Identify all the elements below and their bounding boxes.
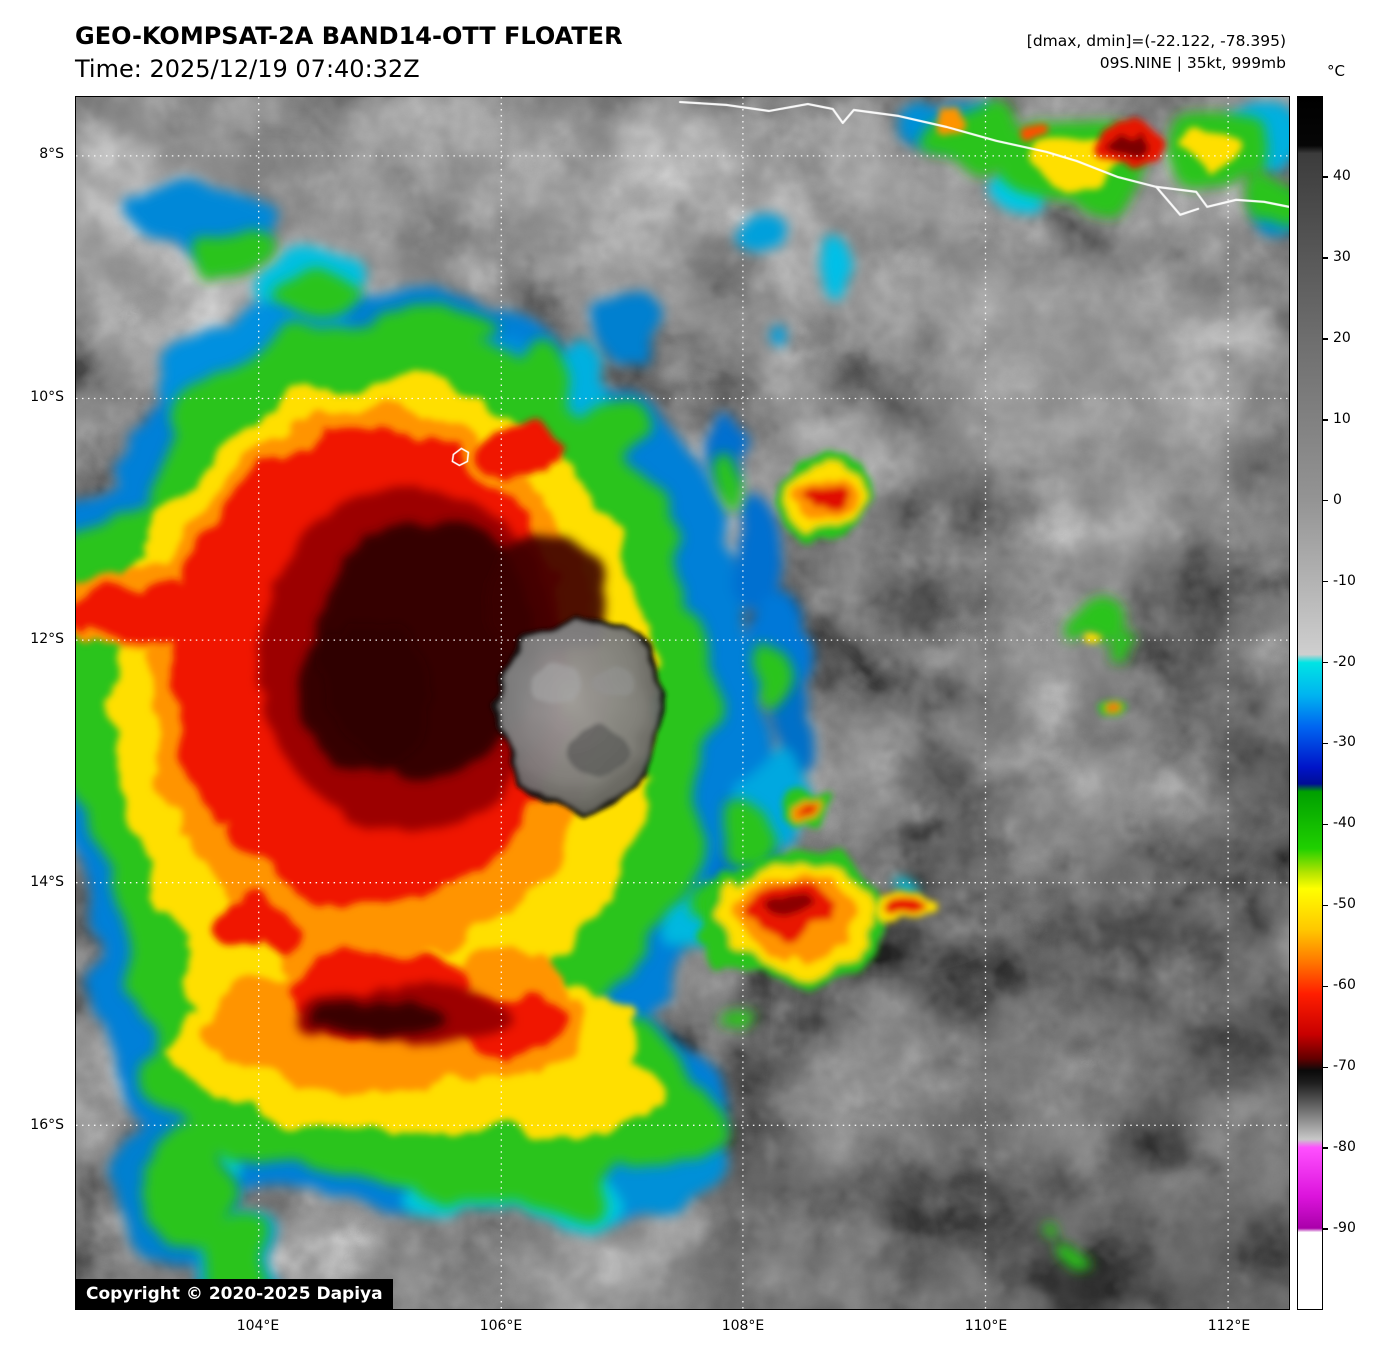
- colorbar-tick-mark: [1323, 1147, 1328, 1149]
- page-title: GEO-KOMPSAT-2A BAND14-OTT FLOATER: [75, 22, 623, 50]
- timestamp: Time: 2025/12/19 07:40:32Z: [75, 55, 420, 83]
- colorbar-tick-label: -30: [1333, 734, 1356, 750]
- colorbar-tick-label: -80: [1333, 1139, 1356, 1155]
- storm-intensity-readout: 09S.NINE | 35kt, 999mb: [1027, 52, 1286, 74]
- lon-label: 106°E: [456, 1318, 546, 1334]
- colorbar-tick-mark: [1323, 1228, 1328, 1230]
- colorbar-tick-label: 10: [1333, 411, 1351, 427]
- colorbar-tick-mark: [1323, 824, 1328, 826]
- colorbar-tick-mark: [1323, 176, 1328, 178]
- temperature-colorbar: [1297, 96, 1323, 1310]
- colorbar-tick-label: 20: [1333, 330, 1351, 346]
- colorbar-tick-mark: [1323, 905, 1328, 907]
- colorbar-tick-label: -90: [1333, 1220, 1356, 1236]
- colorbar-tick-mark: [1323, 500, 1328, 502]
- colorbar-tick-label: 40: [1333, 168, 1351, 184]
- colorbar-unit-label: °C: [1327, 62, 1345, 80]
- colorbar-tick-label: -20: [1333, 654, 1356, 670]
- colorbar-tick-mark: [1323, 581, 1328, 583]
- colorbar-tick-mark: [1323, 743, 1328, 745]
- latitude-axis: 8°S 10°S 12°S 14°S 16°S: [0, 96, 64, 1310]
- colorbar-tick-mark: [1323, 338, 1328, 340]
- colorbar-tick-label: 30: [1333, 249, 1351, 265]
- colorbar-tick-label: -40: [1333, 815, 1356, 831]
- satellite-imagery: [76, 97, 1289, 1309]
- colorbar-tick-mark: [1323, 662, 1328, 664]
- colorbar-ticks: 40 30 20 10 0 -10 -20 -30 -40 -50 -60 -70 -80 -90: [1323, 96, 1385, 1310]
- lat-label: 8°S: [0, 146, 64, 162]
- page: { "header": { "title": "GEO-KOMPSAT-2A B…: [0, 0, 1388, 1359]
- colorbar-tick-mark: [1323, 257, 1328, 259]
- lat-label: 12°S: [0, 631, 64, 647]
- colorbar-tick-label: -50: [1333, 896, 1356, 912]
- colorbar-tick-label: -70: [1333, 1058, 1356, 1074]
- lon-label: 108°E: [698, 1318, 788, 1334]
- colorbar-tick-mark: [1323, 419, 1328, 421]
- lon-label: 112°E: [1184, 1318, 1274, 1334]
- longitude-axis: 104°E 106°E 108°E 110°E 112°E: [75, 1310, 1290, 1344]
- colorbar-tick-mark: [1323, 986, 1328, 988]
- copyright-badge: Copyright © 2020-2025 Dapiya: [76, 1279, 393, 1309]
- colorbar-tick-label: 0: [1333, 492, 1342, 508]
- lat-label: 10°S: [0, 389, 64, 405]
- dmax-dmin-readout: [dmax, dmin]=(-22.122, -78.395): [1027, 30, 1286, 52]
- lat-label: 14°S: [0, 874, 64, 890]
- colorbar-tick-mark: [1323, 1067, 1328, 1069]
- info-block: [dmax, dmin]=(-22.122, -78.395) 09S.NINE…: [1027, 30, 1286, 74]
- satellite-map: Copyright © 2020-2025 Dapiya: [75, 96, 1290, 1310]
- colorbar-tick-label: -10: [1333, 573, 1356, 589]
- lon-label: 110°E: [941, 1318, 1031, 1334]
- lon-label: 104°E: [213, 1318, 303, 1334]
- colorbar-tick-label: -60: [1333, 977, 1356, 993]
- lat-label: 16°S: [0, 1117, 64, 1133]
